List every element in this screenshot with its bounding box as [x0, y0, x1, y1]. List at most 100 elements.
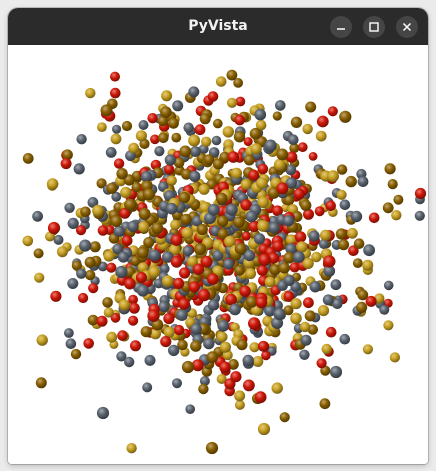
sphere-gold — [103, 307, 114, 318]
maximize-button[interactable] — [363, 16, 385, 38]
sphere-gray — [67, 217, 79, 229]
sphere-gray — [273, 308, 286, 321]
sphere-red — [286, 151, 298, 163]
sphere-gray — [350, 210, 363, 223]
sphere-gray — [322, 294, 334, 306]
sphere-gold — [240, 179, 252, 190]
sphere-red — [128, 315, 139, 326]
sphere-gold — [128, 142, 140, 154]
sphere-brown — [357, 289, 369, 301]
sphere-brown — [89, 241, 101, 253]
sphere-gold — [137, 221, 150, 233]
sphere-red — [97, 225, 109, 236]
sphere-gray — [330, 279, 342, 291]
minimize-button[interactable] — [330, 16, 352, 38]
sphere-gold — [234, 399, 245, 410]
sphere-gray — [264, 139, 277, 152]
sphere-gray — [203, 337, 215, 350]
sphere-gold — [302, 123, 313, 135]
sphere-gold — [103, 250, 115, 262]
sphere-brown — [179, 145, 192, 158]
title-bar[interactable]: PyVista — [8, 8, 428, 45]
sphere-red — [50, 290, 62, 302]
sphere-red — [47, 221, 61, 235]
sphere-brown — [206, 351, 219, 363]
sphere-gold — [118, 299, 131, 311]
sphere-gray — [199, 376, 210, 386]
sphere-red — [241, 231, 251, 241]
sphere-gold — [150, 328, 161, 340]
sphere-gold — [135, 130, 147, 142]
sphere-gold — [257, 220, 269, 232]
sphere-gray — [285, 243, 297, 255]
sphere-gold — [45, 231, 55, 242]
sphere-red — [191, 359, 204, 372]
sphere-red — [124, 277, 136, 290]
render-viewport[interactable] — [8, 45, 428, 464]
sphere-brown — [233, 131, 246, 143]
sphere-red — [256, 264, 268, 276]
sphere-red — [150, 134, 160, 145]
sphere-red — [283, 291, 295, 302]
sphere-red — [110, 312, 121, 323]
sphere-brown — [216, 215, 229, 227]
sphere-brown — [158, 132, 169, 144]
sphere-brown — [173, 157, 185, 169]
sphere-gold — [257, 196, 269, 209]
sphere-brown — [116, 168, 128, 180]
sphere-gray — [65, 338, 77, 350]
sphere-gray — [285, 177, 297, 189]
sphere-red — [258, 253, 271, 266]
sphere-gray — [67, 278, 79, 289]
sphere-gold — [106, 331, 118, 343]
sphere-brown — [278, 262, 290, 274]
sphere-brown — [233, 78, 244, 88]
sphere-gray — [383, 280, 394, 291]
sphere-red — [197, 288, 211, 302]
sphere-gold — [245, 268, 257, 280]
sphere-red — [147, 113, 158, 124]
sphere-red — [257, 163, 269, 175]
sphere-gold — [317, 305, 330, 317]
sphere-brown — [319, 398, 331, 410]
sphere-gold — [383, 320, 394, 331]
sphere-red — [248, 169, 260, 181]
sphere-red — [261, 350, 271, 361]
sphere-brown — [71, 260, 82, 271]
sphere-gray — [183, 122, 194, 133]
sphere-red — [121, 235, 133, 247]
sphere-red — [316, 115, 329, 128]
sphere-gray — [339, 199, 351, 211]
sphere-gold — [34, 272, 45, 283]
maximize-icon — [369, 22, 379, 32]
sphere-gold — [219, 341, 231, 353]
sphere-brown — [269, 264, 281, 276]
sphere-red — [303, 297, 314, 309]
sphere-brown — [336, 164, 348, 175]
sphere-gray — [182, 245, 194, 257]
sphere-brown — [352, 258, 363, 268]
sphere-gray — [379, 304, 390, 315]
sphere-gray — [223, 258, 234, 270]
sphere-brown — [212, 158, 224, 170]
sphere-red — [314, 206, 325, 217]
sphere-brown — [272, 111, 282, 121]
close-icon — [402, 22, 412, 32]
sphere-red — [240, 199, 252, 211]
sphere-gold — [97, 122, 107, 132]
sphere-red — [230, 371, 242, 383]
sphere-gold — [389, 352, 400, 363]
sphere-brown — [138, 208, 151, 220]
sphere-brown — [102, 297, 113, 308]
sphere-brown — [194, 243, 207, 256]
window-title: PyVista — [188, 18, 248, 34]
sphere-gold — [362, 259, 374, 271]
sphere-gray — [158, 301, 170, 313]
close-button[interactable] — [396, 16, 418, 38]
sphere-red — [248, 220, 260, 232]
sphere-brown — [226, 69, 238, 81]
sphere-brown — [84, 256, 96, 268]
sphere-brown — [35, 377, 47, 389]
sphere-gold — [315, 130, 327, 142]
sphere-gray — [363, 244, 375, 257]
